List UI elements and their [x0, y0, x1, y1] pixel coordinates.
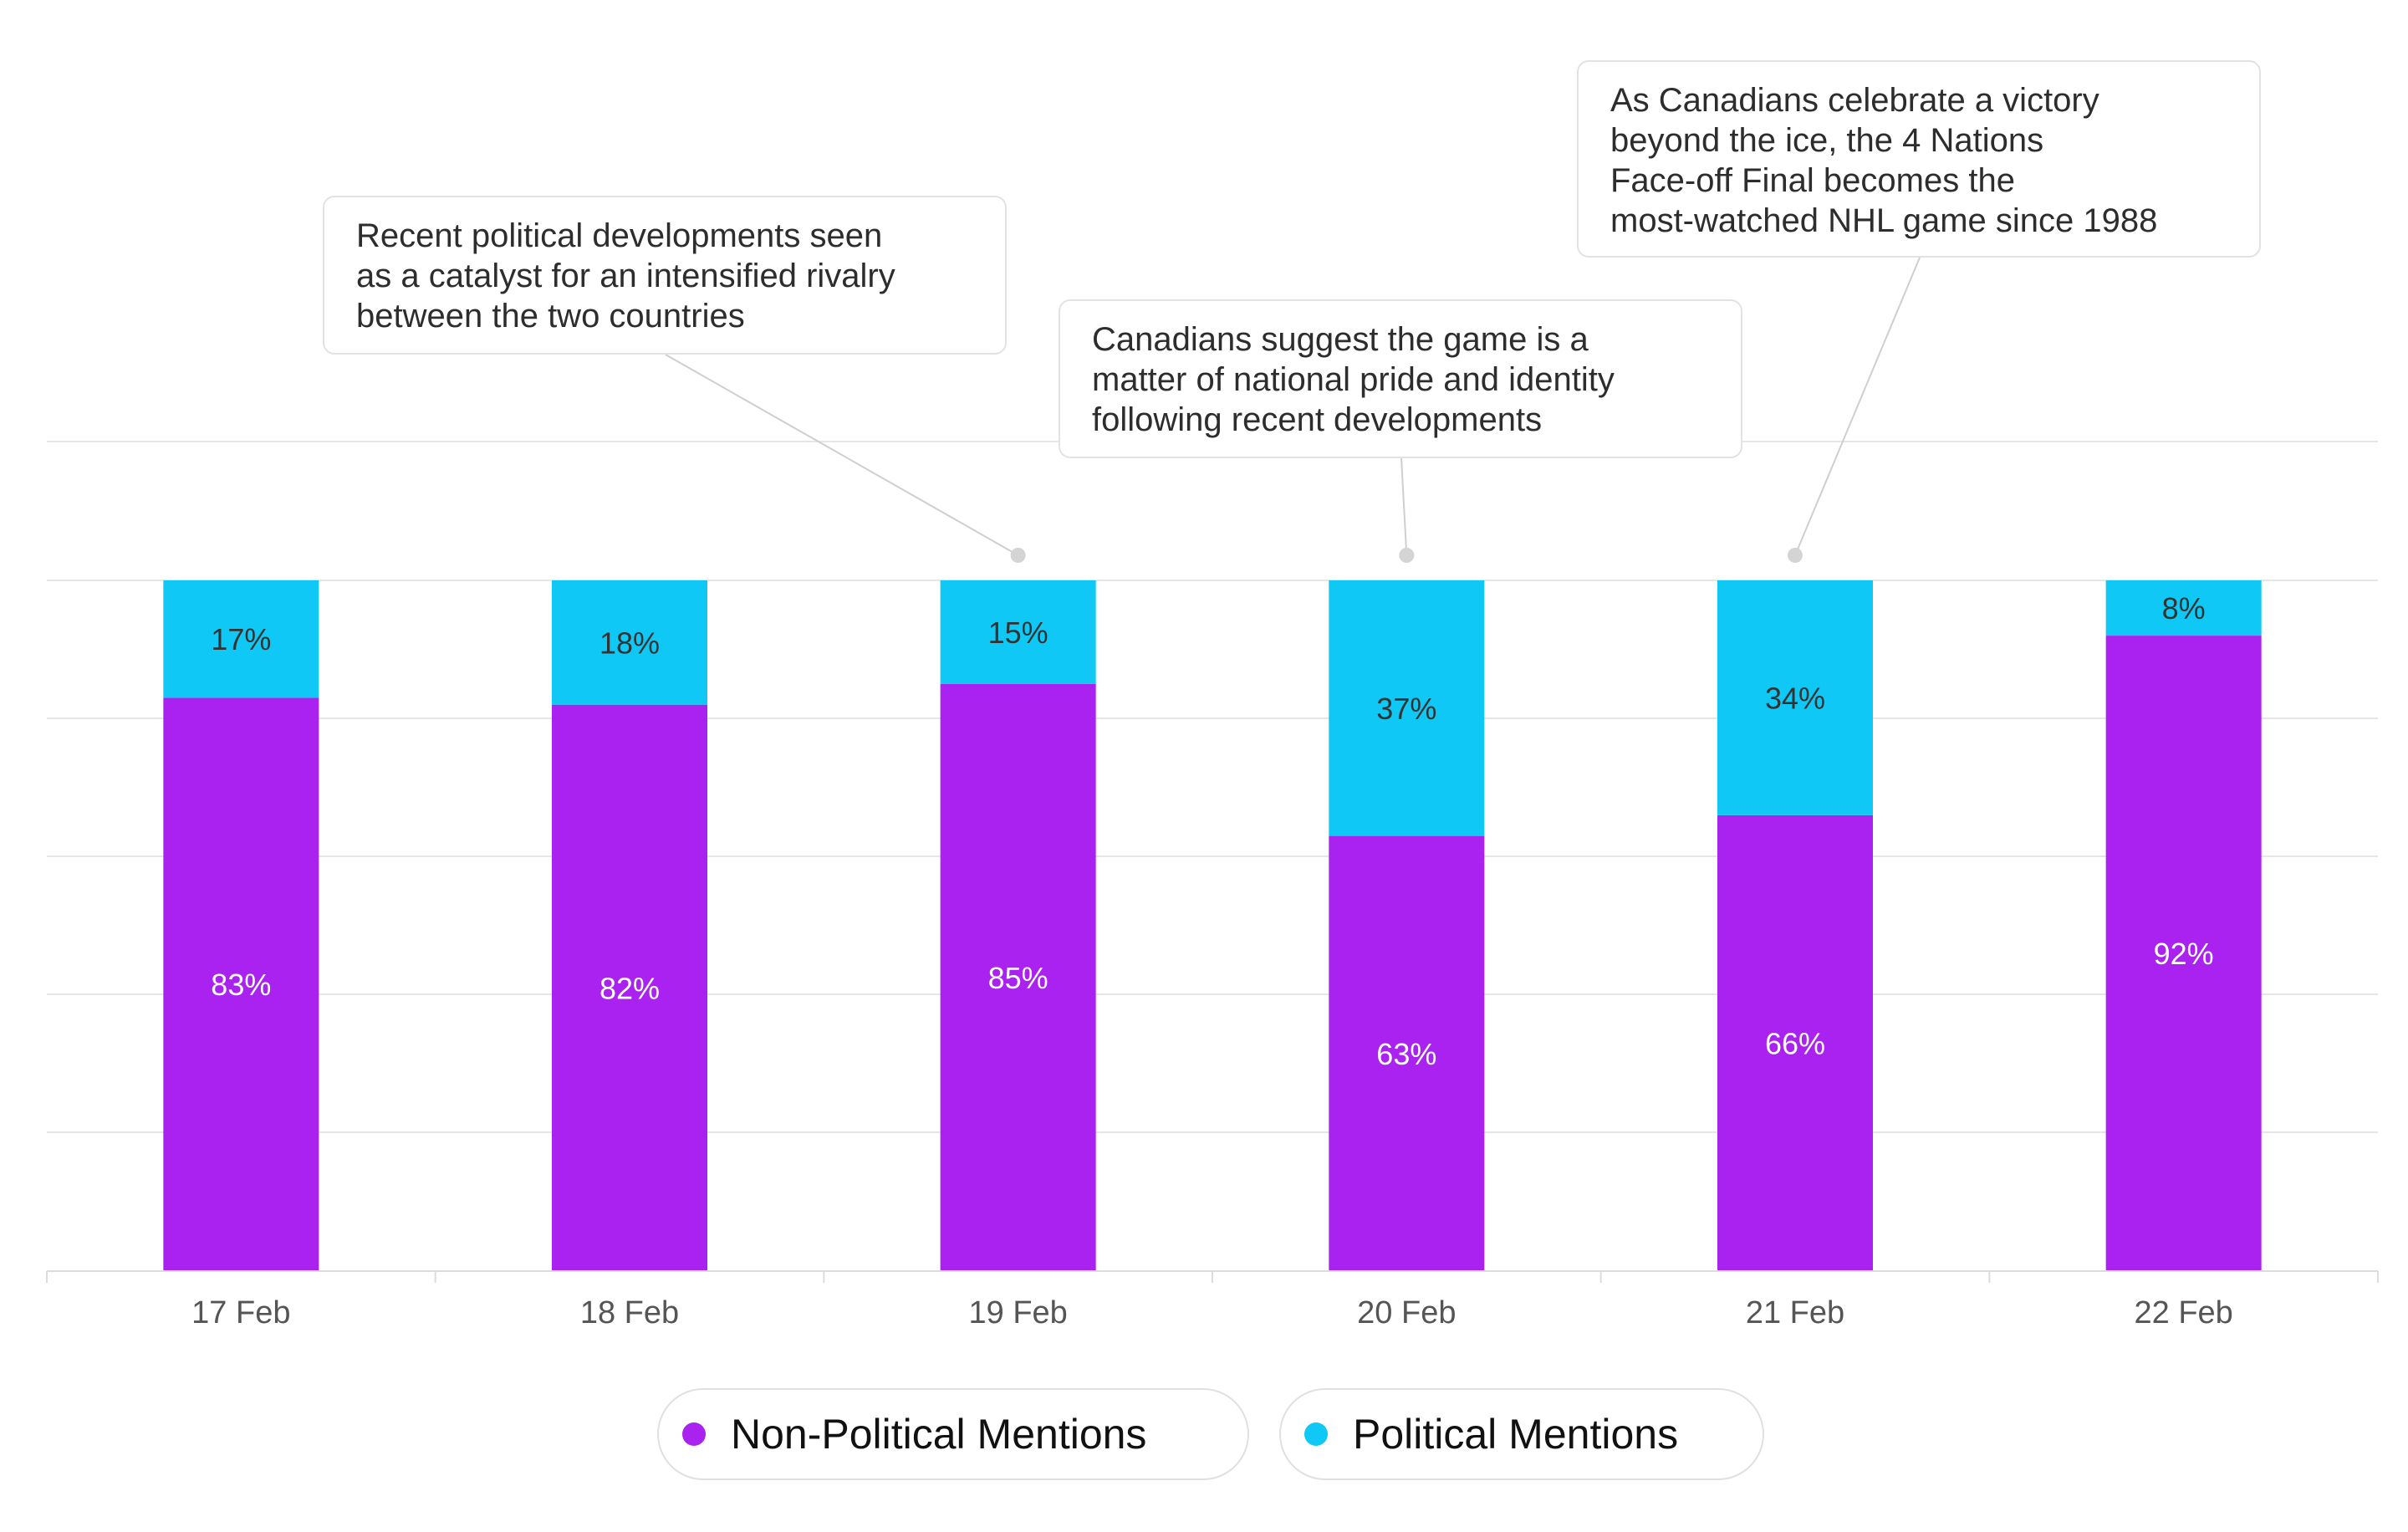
- x-tick-label: 19 Feb: [969, 1295, 1068, 1330]
- bar-segment: [2105, 580, 2262, 636]
- x-tick-label: 17 Feb: [191, 1295, 290, 1330]
- legend-item-political[interactable]: Political Mentions: [1279, 1388, 1764, 1480]
- legend-label: Political Mentions: [1353, 1411, 1679, 1458]
- annotation-callout-20-feb: Canadians suggest the game is a matter o…: [1059, 299, 1742, 458]
- annotation-connectors: [665, 257, 1921, 563]
- non-political-legend-dot-icon: [682, 1422, 706, 1446]
- bar-segment: [2105, 636, 2262, 1271]
- bar-segment: [940, 580, 1096, 684]
- annotation-marker: [1399, 548, 1415, 563]
- annotation-marker: [1010, 548, 1026, 563]
- data-label: 37%: [1376, 692, 1436, 726]
- x-tick-label: 22 Feb: [2135, 1295, 2233, 1330]
- data-label: 92%: [2154, 937, 2214, 971]
- bar-segment: [163, 697, 319, 1271]
- data-label: 34%: [1765, 681, 1825, 715]
- bar-segment: [1717, 815, 1873, 1271]
- grid-lines: [47, 441, 2378, 1133]
- x-tick-label: 20 Feb: [1357, 1295, 1456, 1330]
- bar-segment: [552, 704, 707, 1271]
- bar-segment: [940, 683, 1096, 1271]
- annotation-connector: [1794, 257, 1921, 556]
- data-label: 66%: [1765, 1026, 1825, 1060]
- annotation-connector: [1400, 457, 1408, 556]
- data-label: 63%: [1376, 1037, 1436, 1071]
- annotation-marker: [1788, 548, 1803, 563]
- annotation-callout-19-feb: Recent political developments seen as a …: [323, 196, 1007, 355]
- data-label: 83%: [211, 968, 271, 1002]
- x-tick-label: 21 Feb: [1746, 1295, 1844, 1330]
- political-legend-dot-icon: [1304, 1422, 1328, 1446]
- annotation-connector: [665, 354, 1019, 556]
- bar-segment: [163, 580, 319, 698]
- bar-segment: [1717, 580, 1873, 815]
- data-label: 8%: [2162, 591, 2206, 626]
- x-tick-label: 18 Feb: [580, 1295, 679, 1330]
- legend-label: Non-Political Mentions: [731, 1411, 1147, 1458]
- data-label: 18%: [599, 626, 660, 660]
- bar-segment: [1329, 580, 1485, 836]
- x-axis: 17 Feb 18 Feb 19 Feb 20 Feb 21 Feb 22 Feb: [46, 1270, 2379, 1330]
- bar-segment: [552, 580, 707, 705]
- bars: 83% 17% 82% 18% 85% 15% 63% 37% 66% 34% 92% 8%: [163, 580, 2262, 1271]
- bar-segment: [1329, 835, 1485, 1271]
- annotation-callout-21-feb: As Canadians celebrate a victory beyond …: [1577, 60, 2261, 258]
- data-label: 17%: [211, 622, 271, 656]
- data-label: 85%: [988, 961, 1048, 995]
- data-label: 82%: [599, 971, 660, 1005]
- legend-item-non-political[interactable]: Non-Political Mentions: [657, 1388, 1249, 1480]
- data-label: 15%: [988, 615, 1048, 650]
